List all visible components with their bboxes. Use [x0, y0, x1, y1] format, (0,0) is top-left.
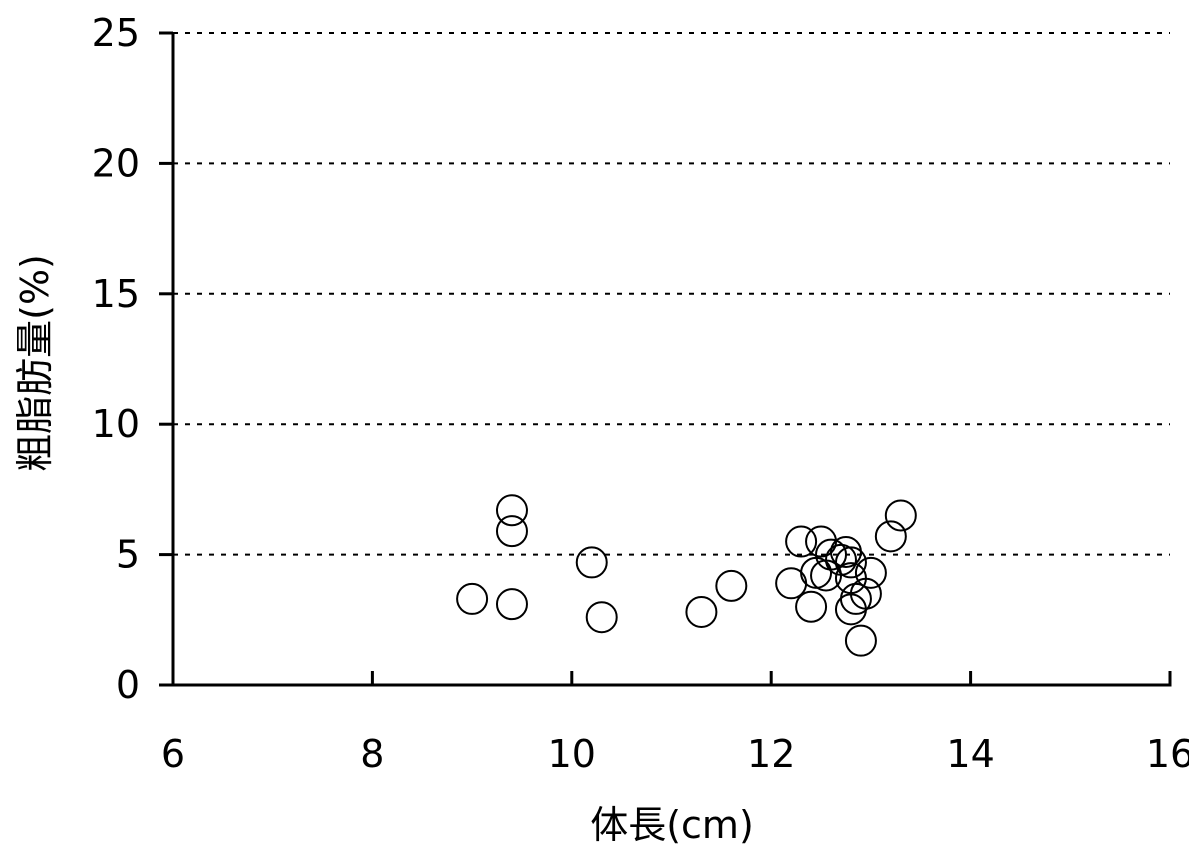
- y-tick-labels: 0 5 10 15 20 25: [92, 11, 140, 707]
- x-tick-label: 16: [1146, 732, 1189, 776]
- x-tick-label: 8: [360, 732, 384, 776]
- x-tick-label: 10: [548, 732, 596, 776]
- x-tick-label: 12: [747, 732, 795, 776]
- data-points: [456, 494, 917, 657]
- data-point: [495, 494, 528, 527]
- data-point: [844, 624, 877, 657]
- y-tick-label: 15: [92, 272, 140, 316]
- data-point: [495, 588, 528, 621]
- data-point: [839, 582, 872, 615]
- y-tick-label: 10: [92, 402, 140, 446]
- y-tick-label: 5: [116, 533, 140, 577]
- y-tick-label: 25: [92, 11, 140, 55]
- grid-lines: [173, 32, 1170, 556]
- data-point: [884, 499, 917, 532]
- data-point: [854, 556, 887, 589]
- data-point: [815, 538, 848, 571]
- data-point: [795, 590, 828, 623]
- y-tick-label: 20: [92, 141, 140, 185]
- data-point: [874, 520, 907, 553]
- data-point: [715, 569, 748, 602]
- axes: [159, 31, 1172, 687]
- data-point: [785, 525, 818, 558]
- data-point: [456, 582, 489, 615]
- x-tick-labels: 6 8 10 12 14 16: [161, 732, 1189, 776]
- y-axis-title: 粗脂肪量(%): [13, 254, 57, 472]
- x-axis-title: 体長(cm): [590, 803, 754, 847]
- data-point: [834, 546, 867, 579]
- data-point: [495, 515, 528, 548]
- y-tick-label: 0: [116, 663, 140, 707]
- data-point: [575, 546, 608, 579]
- x-tick-label: 6: [161, 732, 185, 776]
- x-tick-label: 14: [946, 732, 994, 776]
- data-point: [585, 601, 618, 634]
- data-point: [685, 595, 718, 628]
- data-point: [849, 577, 882, 610]
